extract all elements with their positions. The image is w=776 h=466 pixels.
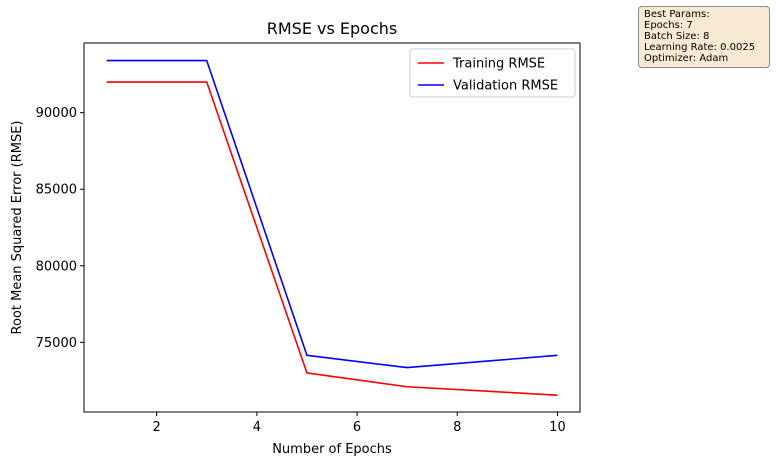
x-tick-label: 6 [353,420,361,435]
params-line: Epochs: 7 [644,20,693,31]
plot-area [106,59,558,396]
best-params-box: Best Params: Epochs: 7 Batch Size: 8 Lea… [638,6,770,68]
x-tick-label: 4 [253,420,261,435]
x-tick-label: 8 [453,420,461,435]
series-line-training [106,81,558,396]
params-line: Learning Rate: 0.0025 [644,42,756,53]
series-line-validation [106,59,558,369]
params-line: Batch Size: 8 [644,31,710,42]
params-line: Optimizer: Adam [644,53,729,64]
y-tick-label: 80000 [36,259,77,274]
x-axis-label: Number of Epochs [272,442,392,457]
axes-frame [83,42,581,413]
legend-label: Validation RMSE [453,79,558,94]
legend-box [409,48,576,98]
legend-label: Training RMSE [452,57,545,72]
y-tick-label: 90000 [36,106,77,121]
x-tick-label: 10 [549,420,566,435]
y-tick-label: 85000 [36,183,77,198]
y-tick-label: 75000 [36,336,77,351]
chart-title: RMSE vs Epochs [267,19,398,38]
y-axis-label: Root Mean Squared Error (RMSE) [10,121,25,335]
axes: 2 4 6 8 10 75000 80000 85000 90000 [36,42,581,435]
legend: Training RMSE Validation RMSE [409,48,576,98]
params-line: Best Params: [644,9,710,20]
x-tick-label: 2 [153,420,161,435]
